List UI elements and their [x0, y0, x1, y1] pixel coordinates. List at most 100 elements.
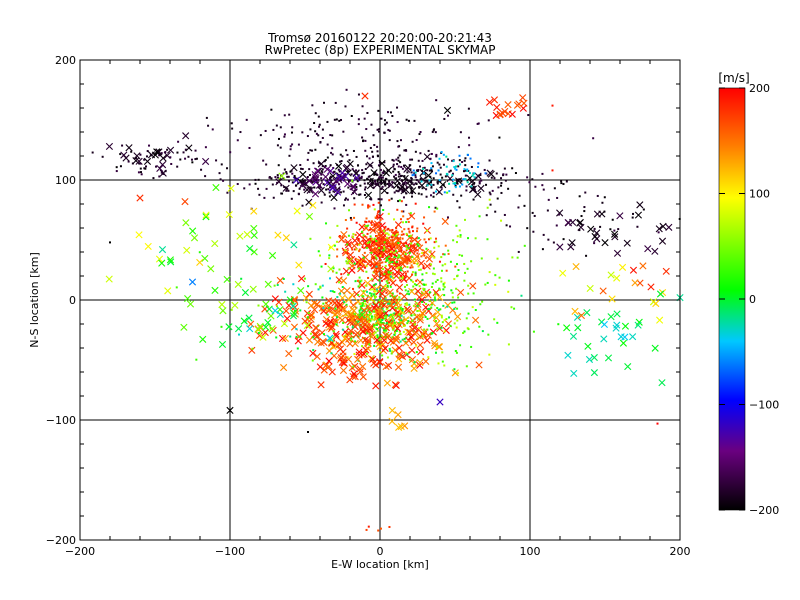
data-point-dot [285, 189, 288, 192]
data-point-dot [370, 260, 373, 263]
data-point-dot [358, 250, 361, 253]
data-point-dot [397, 298, 400, 301]
data-point-dot [384, 184, 387, 187]
data-point-dot [428, 206, 431, 209]
data-point-dot [397, 200, 400, 203]
data-point-dot [459, 344, 462, 347]
data-point-dot [409, 168, 412, 171]
data-point-dot [169, 156, 172, 159]
data-point-cross [286, 296, 294, 304]
data-point-dot [384, 177, 387, 180]
data-point-cross [395, 423, 403, 432]
data-point-cross [378, 290, 386, 298]
data-point-dot [353, 216, 356, 219]
data-point-dot [440, 316, 443, 319]
data-point-dot [467, 284, 470, 287]
data-point-dot [370, 292, 373, 295]
data-point-cross [406, 177, 414, 186]
data-point-dot [258, 193, 261, 196]
data-point-dot [336, 296, 339, 299]
data-point-cross [353, 174, 361, 182]
data-point-dot [421, 273, 424, 276]
data-point-dot [361, 203, 364, 206]
data-point-dot [382, 268, 385, 271]
data-point-dot [396, 121, 399, 124]
data-point-dot [449, 324, 452, 327]
data-point-dot [418, 268, 421, 271]
data-point-dot [392, 316, 395, 319]
data-point-cross [156, 164, 164, 173]
data-point-dot [321, 165, 324, 168]
data-point-cross [392, 381, 400, 390]
data-point-dot [445, 269, 448, 272]
data-point-dot [391, 228, 394, 231]
data-point-dot [442, 284, 445, 287]
data-point-dot [473, 188, 476, 191]
data-point-dot [391, 181, 394, 184]
data-point-dot [397, 242, 400, 245]
data-point-dot [420, 180, 423, 183]
data-point-dot [292, 302, 295, 305]
data-point-dot [390, 271, 393, 274]
data-point-dot [204, 146, 207, 149]
data-point-dot [396, 267, 399, 270]
data-point-dot [376, 180, 379, 183]
data-point-dot [307, 431, 309, 433]
data-point-dot [511, 167, 514, 170]
data-point-dot [388, 184, 391, 187]
data-point-dot [476, 165, 479, 168]
data-point-dot [375, 271, 378, 274]
data-point-dot [450, 289, 453, 292]
data-point-dot [350, 218, 353, 221]
data-point-cross [190, 234, 199, 242]
data-point-dot [301, 131, 304, 134]
data-point-dot [404, 289, 407, 292]
data-point-dot [371, 310, 374, 313]
data-point-dot [368, 343, 371, 346]
data-point-cross [406, 234, 414, 242]
data-point-dot [617, 228, 620, 231]
data-point-dot [365, 163, 368, 166]
data-point-dot [393, 256, 396, 259]
data-point-dot [275, 336, 278, 339]
data-point-dot [372, 284, 375, 287]
data-point-cross [337, 174, 345, 182]
data-point-dot [370, 251, 373, 254]
data-point-dot [354, 233, 357, 236]
data-point-cross [398, 352, 407, 361]
data-point-dot [417, 180, 420, 183]
data-point-dot [419, 131, 422, 134]
data-point-dot [375, 183, 378, 186]
data-point-dot [430, 168, 433, 171]
data-point-dot [338, 281, 341, 284]
data-point-cross [417, 348, 425, 356]
data-point-cross [393, 268, 401, 276]
data-point-dot [362, 295, 365, 298]
data-point-dot [137, 171, 140, 174]
data-point-cross [388, 238, 397, 246]
data-point-dot [379, 228, 382, 231]
data-point-dot [368, 303, 371, 306]
data-point-dot [410, 314, 413, 317]
data-point-dot [121, 144, 124, 147]
data-point-dot [335, 240, 338, 243]
data-point-dot [382, 172, 385, 175]
data-point-dot [367, 206, 370, 209]
data-point-cross [376, 358, 384, 367]
data-point-dot [344, 249, 347, 252]
data-point-dot [636, 225, 639, 228]
data-point-dot [392, 163, 395, 166]
data-point-dot [432, 177, 435, 180]
data-point-dot [411, 192, 414, 195]
data-point-dot [412, 280, 415, 283]
data-point-dot [332, 190, 335, 193]
data-point-dot [388, 199, 391, 202]
data-point-cross [570, 369, 578, 377]
data-point-dot [464, 218, 467, 221]
data-point-dot [398, 296, 401, 299]
data-point-dot [384, 232, 387, 235]
data-point-dot [381, 185, 384, 188]
data-point-dot [251, 347, 254, 350]
data-point-dot [338, 119, 341, 122]
